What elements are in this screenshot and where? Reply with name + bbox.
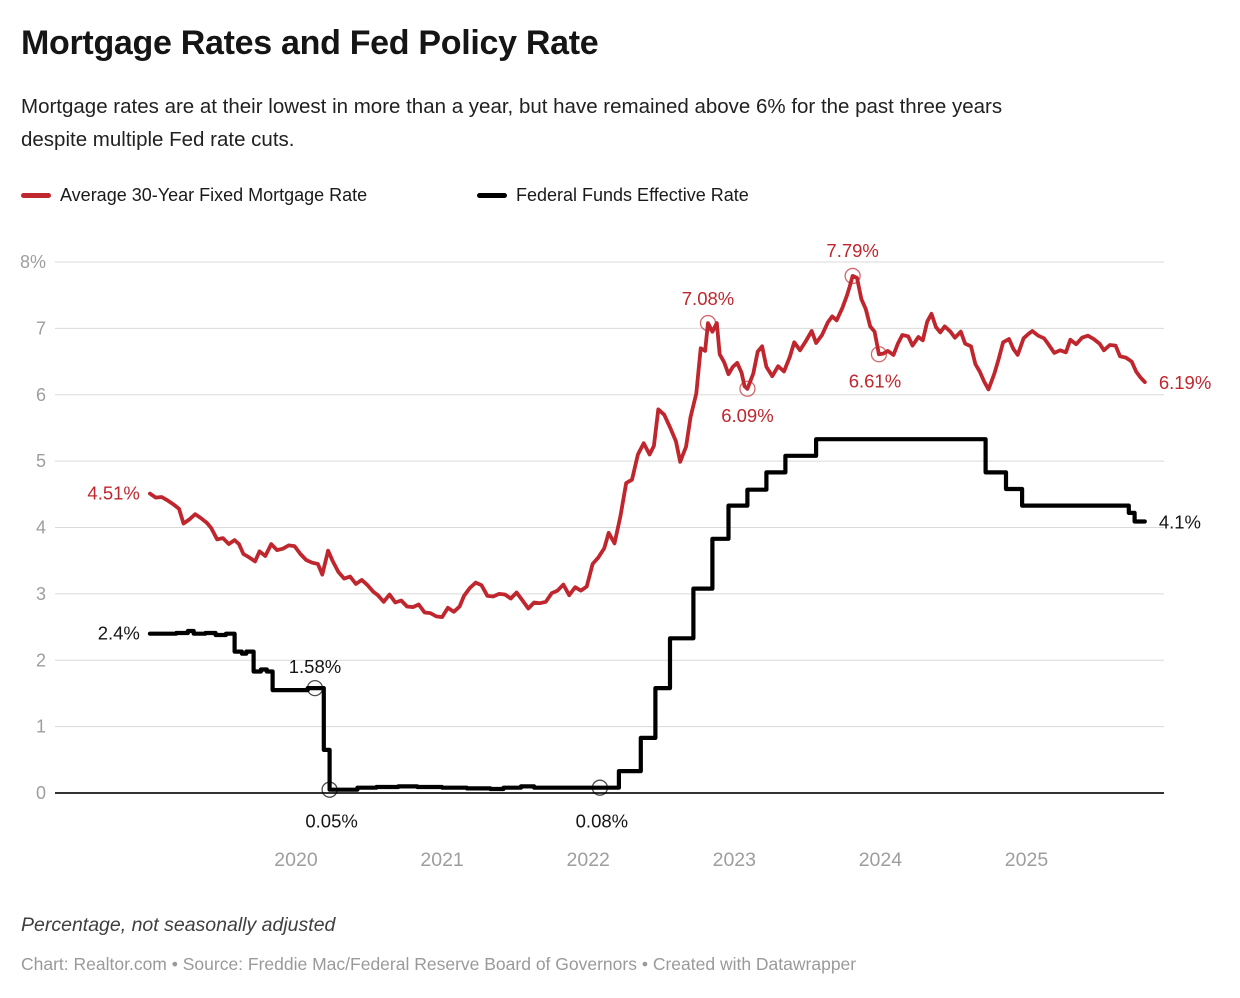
data-point-marker: [591, 779, 609, 796]
legend-label: Average 30-Year Fixed Mortgage Rate: [60, 185, 368, 205]
value-annotation: 6.09%: [721, 405, 773, 426]
legend: Average 30-Year Fixed Mortgage Rate Fede…: [21, 185, 749, 206]
y-axis-tick-label: 4: [36, 518, 46, 538]
legend-label: Federal Funds Effective Rate: [516, 185, 749, 205]
value-annotation: 6.61%: [849, 370, 901, 391]
value-annotation: 4.1%: [1159, 512, 1201, 533]
data-point-marker: [321, 781, 338, 798]
black-line-swatch-icon: [477, 193, 507, 198]
x-axis-tick-label: 2021: [420, 849, 463, 871]
x-axis-tick-label: 2022: [567, 849, 610, 871]
value-annotation: 7.08%: [682, 288, 734, 309]
data-point-marker: [870, 346, 888, 363]
chart-description: Mortgage rates are at their lowest in mo…: [21, 95, 1003, 151]
x-axis-tick-label: 2025: [1005, 849, 1049, 871]
value-annotation: 2.4%: [98, 623, 140, 644]
x-axis-tick-label: 2023: [713, 849, 756, 871]
mortgage-rate-line[interactable]: [148, 274, 1147, 619]
page-title: Mortgage Rates and Fed Policy Rate: [21, 24, 599, 62]
legend-item-mortgage-rate[interactable]: Average 30-Year Fixed Mortgage Rate: [21, 185, 477, 206]
y-axis-tick-label: 7: [36, 318, 46, 338]
value-annotation: 7.79%: [826, 240, 878, 261]
y-axis-tick-label: 8%: [20, 252, 46, 272]
value-annotation: 1.58%: [289, 656, 341, 677]
x-axis-tick-label: 2020: [274, 849, 318, 871]
data-point-marker: [306, 679, 324, 697]
value-annotation: 0.05%: [305, 811, 357, 832]
value-annotation: 0.08%: [576, 811, 628, 832]
chart-footnote: Percentage, not seasonally adjusted: [21, 914, 336, 936]
data-point-marker: [844, 267, 861, 285]
y-axis-tick-label: 1: [36, 717, 46, 737]
y-axis-tick-label: 6: [36, 385, 46, 405]
data-point-marker: [739, 380, 756, 397]
chart-credit: Chart: Realtor.com • Source: Freddie Mac…: [21, 954, 857, 974]
data-point-marker: [699, 314, 717, 332]
value-annotation: 6.19%: [1159, 372, 1211, 393]
legend-item-fed-funds-rate[interactable]: Federal Funds Effective Rate: [477, 185, 749, 206]
y-axis-tick-label: 5: [36, 451, 46, 471]
line-chart[interactable]: 0 1 2 3 4 5 6 7 8% 2020 2021 2022 2023 2024 2025 4.51% 7…: [0, 218, 1240, 905]
y-axis-tick-label: 0: [36, 783, 46, 803]
x-axis-tick-label: 2024: [859, 849, 903, 871]
value-annotation: 4.51%: [87, 483, 139, 504]
y-axis-tick-label: 2: [36, 650, 46, 670]
fed-funds-rate-line[interactable]: [147, 437, 1147, 792]
y-axis-tick-label: 3: [36, 584, 46, 604]
red-line-swatch-icon: [21, 193, 51, 198]
